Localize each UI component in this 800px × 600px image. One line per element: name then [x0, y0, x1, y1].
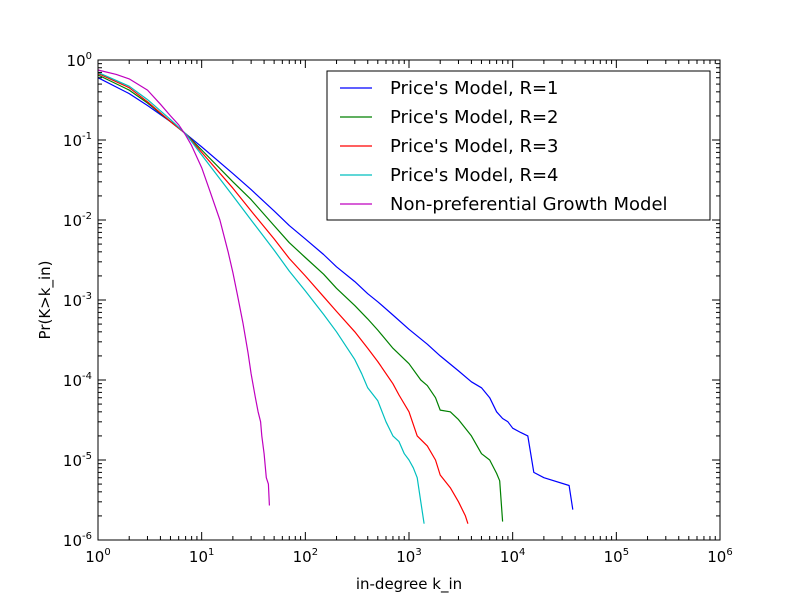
x-tick-label: 102 — [293, 547, 318, 566]
x-axis-label: in-degree k_in — [356, 575, 462, 594]
legend-box — [326, 70, 711, 221]
y-axis-label: Pr(K>k_in) — [36, 261, 55, 340]
y-tick-label: 100 — [67, 51, 92, 70]
y-tick-label: 10-1 — [63, 131, 92, 150]
y-tick-label: 10-4 — [63, 371, 92, 390]
series-layer — [97, 69, 574, 524]
series-line-4 — [97, 71, 425, 524]
series-line-2 — [97, 74, 504, 522]
x-tick-label: 104 — [500, 547, 525, 566]
y-tick-label: 10-2 — [63, 211, 92, 230]
x-tick-label: 103 — [396, 547, 421, 566]
x-tick-label: 100 — [85, 547, 110, 566]
series-line-1 — [97, 77, 574, 510]
x-tick-label: 106 — [707, 547, 732, 566]
x-tick-label: 101 — [189, 547, 214, 566]
legend-label-3: Price's Model, R=3 — [390, 136, 559, 157]
legend-label-4: Price's Model, R=4 — [390, 165, 559, 186]
legend: Price's Model, R=1 Price's Model, R=2 Pric… — [326, 70, 711, 221]
ticks-layer: 100 101 102 103 104 105 106 100 10-1 10-2 10-3 10-4… — [63, 51, 733, 566]
y-tick-label: 10-3 — [63, 291, 92, 310]
y-tick-label: 10-6 — [63, 531, 92, 550]
series-line-5 — [97, 69, 270, 506]
legend-label-5: Non-preferential Growth Model — [390, 194, 668, 215]
x-tick-label: 105 — [604, 547, 629, 566]
legend-label-2: Price's Model, R=2 — [390, 107, 559, 128]
y-tick-label: 10-5 — [63, 451, 92, 470]
legend-label-1: Price's Model, R=1 — [390, 78, 559, 99]
